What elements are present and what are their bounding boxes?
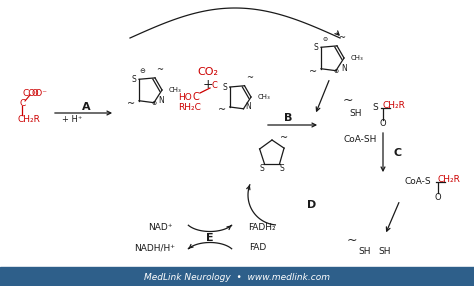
Text: CH₃: CH₃ <box>351 55 364 61</box>
Text: S: S <box>132 75 137 84</box>
Text: O: O <box>435 192 441 202</box>
Text: C: C <box>212 82 218 90</box>
Text: S: S <box>314 43 319 52</box>
Text: + H⁺: + H⁺ <box>62 116 82 124</box>
Text: ~: ~ <box>218 105 226 115</box>
Text: C: C <box>192 92 200 102</box>
Text: ~: ~ <box>156 65 164 74</box>
Text: CH₃: CH₃ <box>169 87 182 93</box>
Text: SH: SH <box>350 108 362 118</box>
Text: MedLink Neurology  •  www.medlink.com: MedLink Neurology • www.medlink.com <box>144 273 330 281</box>
Text: ~: ~ <box>246 73 253 82</box>
Text: D: D <box>307 200 317 210</box>
Text: O: O <box>380 120 386 128</box>
Text: +: + <box>203 78 213 90</box>
Text: ⊖: ⊖ <box>139 68 145 74</box>
Text: ~: ~ <box>338 33 346 42</box>
Text: N: N <box>341 64 347 73</box>
Text: S: S <box>372 104 378 112</box>
Text: ⊕: ⊕ <box>151 101 156 106</box>
Text: CO₂: CO₂ <box>198 67 219 77</box>
Text: ~: ~ <box>280 133 288 143</box>
Bar <box>0 267 474 286</box>
Text: S: S <box>260 164 265 173</box>
Text: ~: ~ <box>127 99 135 109</box>
Text: CH₂R: CH₂R <box>383 100 405 110</box>
Text: ~: ~ <box>309 67 317 77</box>
Text: SH: SH <box>379 247 391 257</box>
Text: B: B <box>284 113 292 123</box>
Text: FADH₂: FADH₂ <box>248 223 276 233</box>
Text: SH: SH <box>359 247 371 257</box>
Text: RH₂C: RH₂C <box>179 104 201 112</box>
Text: COO⁻: COO⁻ <box>22 88 47 98</box>
Text: C: C <box>394 148 402 158</box>
Text: CoA-SH: CoA-SH <box>343 136 377 144</box>
Text: E: E <box>206 233 214 243</box>
Text: O: O <box>31 88 37 98</box>
Text: CoA-S: CoA-S <box>405 178 432 186</box>
Text: A: A <box>82 102 91 112</box>
Text: FAD: FAD <box>249 243 266 253</box>
Text: C: C <box>19 98 25 108</box>
Text: CH₂R: CH₂R <box>17 116 40 124</box>
Text: NADH/H⁺: NADH/H⁺ <box>135 243 175 253</box>
Text: HO: HO <box>178 92 192 102</box>
Text: NAD⁺: NAD⁺ <box>148 223 172 233</box>
Text: N: N <box>158 96 164 105</box>
Text: ⊖: ⊖ <box>322 37 328 42</box>
Text: ~: ~ <box>347 233 357 247</box>
Text: S: S <box>279 164 284 173</box>
Text: ⊕: ⊕ <box>333 69 338 74</box>
Text: N: N <box>246 102 251 111</box>
Text: CH₂R: CH₂R <box>438 174 460 184</box>
Text: S: S <box>222 83 227 92</box>
Text: ~: ~ <box>343 94 353 106</box>
Text: CH₃: CH₃ <box>258 94 270 100</box>
